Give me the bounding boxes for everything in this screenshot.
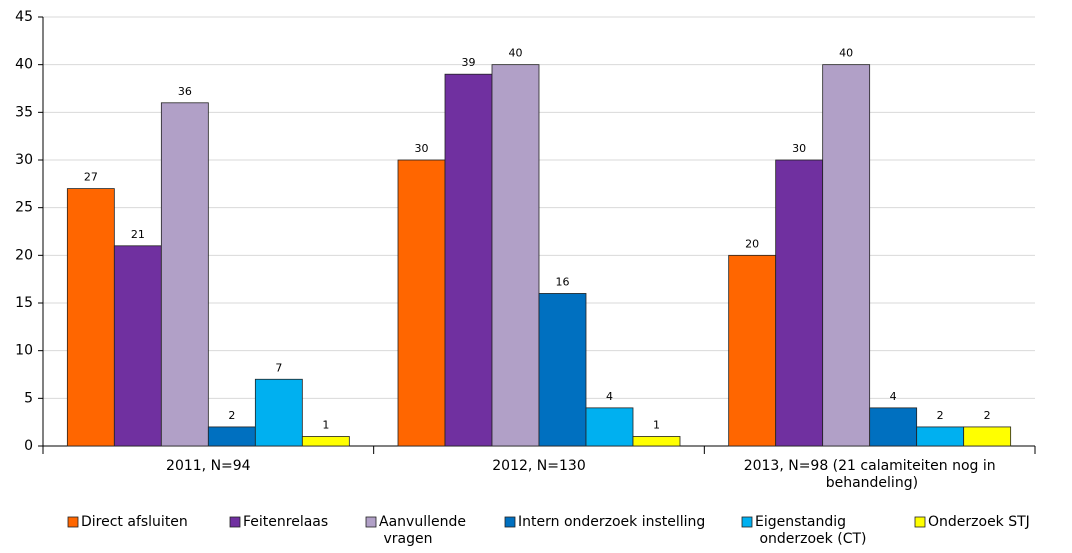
y-tick-label: 10 (15, 343, 33, 359)
value-label: 4 (606, 390, 613, 403)
bar (585, 407, 634, 447)
bar (822, 64, 871, 447)
y-tick-label: 5 (24, 390, 33, 406)
legend-label: Intern onderzoek instelling (518, 514, 705, 530)
legend-label: Onderzoek STJ (928, 514, 1030, 530)
legend-label: Eigenstandig onderzoek (CT) (755, 514, 866, 547)
value-label: 36 (178, 85, 192, 98)
bar (538, 293, 587, 447)
y-tick-label: 45 (15, 9, 33, 25)
value-label: 7 (275, 361, 282, 374)
legend-swatch (914, 516, 926, 528)
value-label: 39 (462, 56, 476, 69)
bar (775, 159, 824, 447)
legend-label: Direct afsluiten (81, 514, 188, 530)
bar (397, 159, 446, 447)
value-label: 2 (937, 409, 944, 422)
value-label: 30 (792, 142, 806, 155)
legend-swatch (229, 516, 241, 528)
legend-swatch (365, 516, 377, 528)
y-tick-label: 0 (24, 438, 33, 454)
y-tick-label: 30 (15, 152, 33, 168)
x-tick-label: 2012, N=130 (492, 458, 585, 474)
y-tick-label: 35 (15, 104, 33, 120)
value-label: 27 (84, 171, 98, 184)
bar (869, 407, 918, 447)
bar (728, 254, 777, 447)
y-tick-label: 20 (15, 247, 33, 263)
value-label: 40 (509, 47, 523, 60)
bar (491, 64, 540, 447)
legend-label: Feitenrelaas (243, 514, 328, 530)
value-label: 21 (131, 228, 145, 241)
bar (66, 188, 115, 447)
bar (113, 245, 162, 447)
value-label: 1 (653, 418, 660, 431)
value-label: 30 (415, 142, 429, 155)
y-tick-label: 15 (15, 295, 33, 311)
bar (207, 426, 256, 447)
bar (254, 378, 303, 447)
value-label: 2 (228, 409, 235, 422)
x-tick-label: 2011, N=94 (166, 458, 251, 474)
legend-swatch (741, 516, 753, 528)
value-label: 40 (839, 47, 853, 60)
legend-swatch (67, 516, 79, 528)
bar (916, 426, 965, 447)
value-label: 16 (556, 275, 570, 288)
bar (963, 426, 1012, 447)
y-tick-label: 25 (15, 200, 33, 216)
legend-swatch (504, 516, 516, 528)
value-label: 2 (984, 409, 991, 422)
bar (632, 436, 681, 447)
value-label: 20 (745, 237, 759, 250)
bar (444, 73, 493, 447)
legend-label: Aanvullende vragen (379, 514, 466, 547)
value-label: 4 (890, 390, 897, 403)
x-tick-label: 2013, N=98 (21 calamiteiten nog in behan… (744, 458, 996, 491)
value-label: 1 (322, 418, 329, 431)
y-tick-label: 40 (15, 57, 33, 73)
bar (301, 436, 350, 447)
bar (160, 102, 209, 447)
